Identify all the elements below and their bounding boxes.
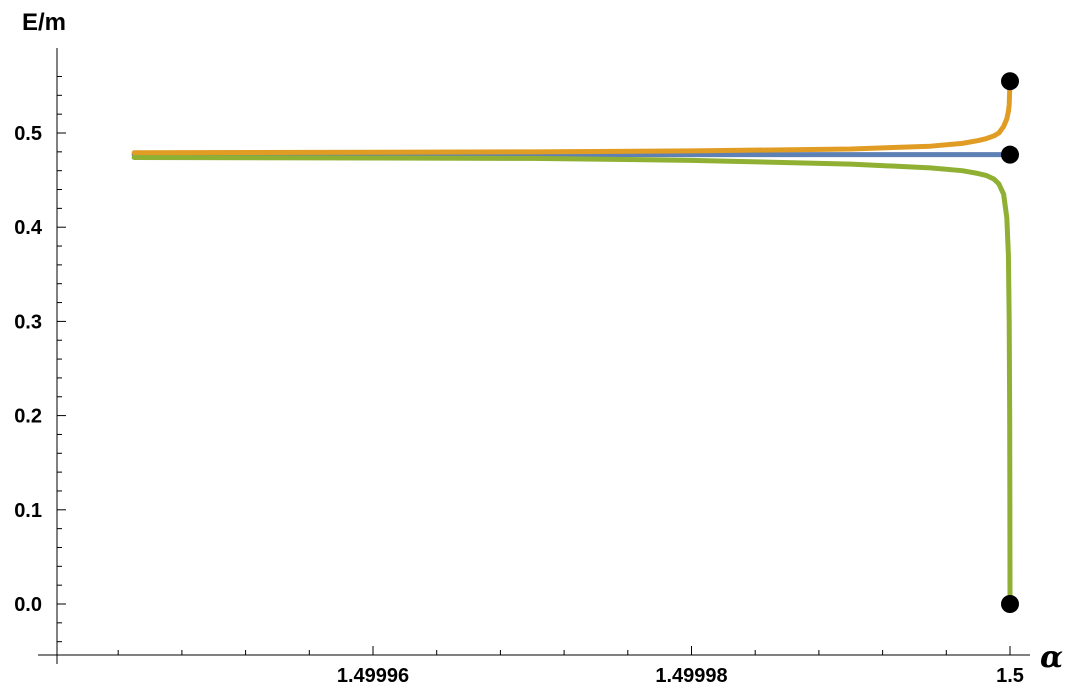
- y-tick-label: 0.0: [14, 594, 42, 616]
- y-tick-label: 0.4: [14, 217, 43, 239]
- series-line-3: [131, 154, 1013, 598]
- x-tick-label: 1.49996: [337, 665, 409, 684]
- x-tick-label: 1.49998: [655, 665, 727, 684]
- axes: [38, 48, 1030, 664]
- series-line-2: [131, 78, 1013, 156]
- x-tick-label: 1.5: [996, 665, 1024, 684]
- endpoint-marker-2: [1001, 145, 1019, 164]
- curves: [131, 78, 1013, 598]
- endpoint-marker-3: [1001, 595, 1019, 613]
- y-tick-label: 0.3: [14, 311, 42, 333]
- endpoint-marker-1: [1001, 72, 1019, 91]
- y-tick-label: 0.2: [14, 406, 42, 428]
- y-tick-label: 0.5: [14, 123, 42, 145]
- endpoint-markers: [1001, 72, 1019, 613]
- y-tick-label: 0.1: [14, 500, 42, 522]
- tick-labels: 0.0 0.1 0.2 0.3 0.4 0.5 1.49996 1.49998 1.5: [14, 123, 1024, 684]
- x-axis-title: α: [1040, 640, 1063, 675]
- y-axis-title: E/m: [22, 9, 66, 36]
